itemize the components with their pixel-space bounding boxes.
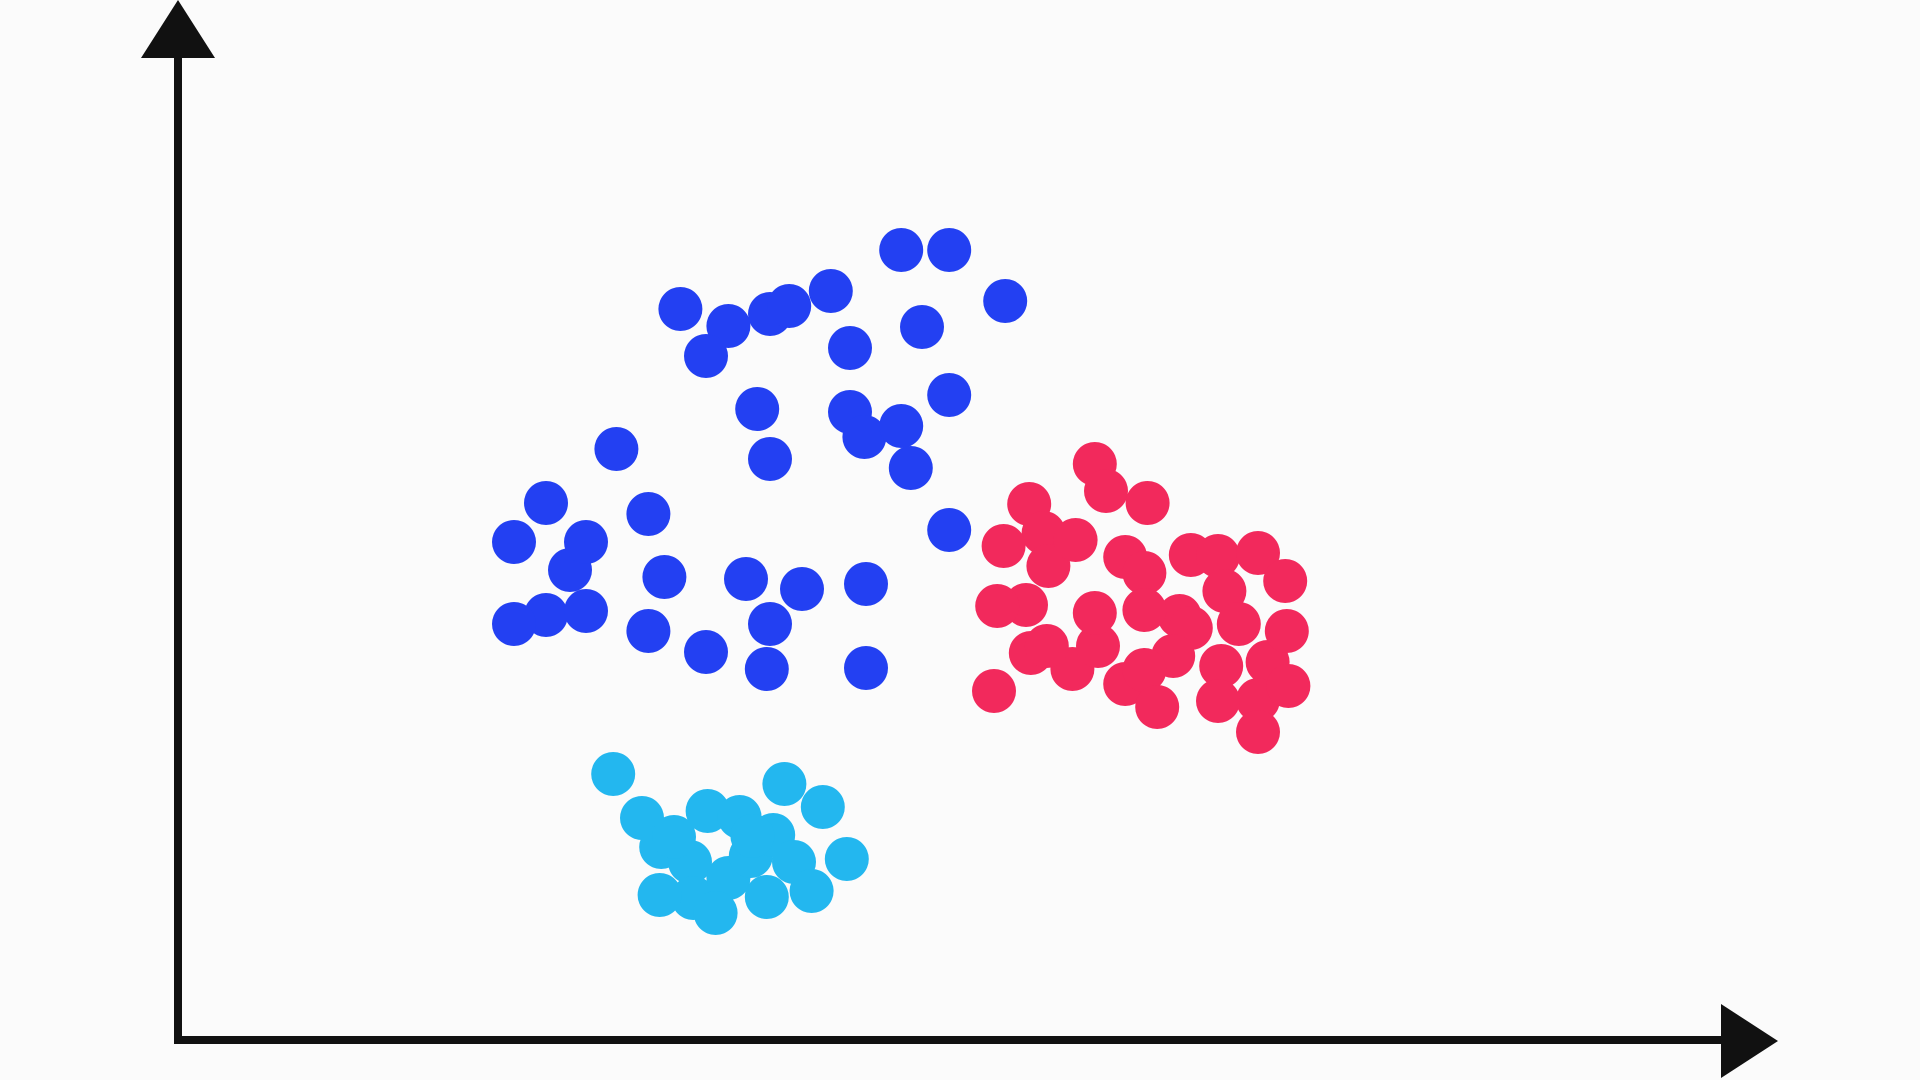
data-point (1196, 534, 1240, 578)
data-point (879, 228, 924, 272)
series-2 (972, 442, 1311, 754)
data-point (844, 646, 888, 690)
data-point (744, 875, 789, 919)
data-point (1199, 644, 1244, 688)
data-point (1053, 518, 1098, 562)
data-point (626, 492, 671, 536)
data-point (1135, 685, 1180, 729)
data-point (975, 584, 1020, 628)
data-point (1122, 648, 1167, 692)
data-point (972, 669, 1016, 713)
data-point (744, 647, 789, 691)
data-point (1122, 588, 1167, 632)
data-point (844, 562, 888, 606)
data-point (767, 284, 812, 328)
data-point (824, 837, 869, 881)
data-point (800, 785, 845, 829)
data-point (748, 602, 792, 646)
data-point (626, 609, 671, 653)
data-point (789, 869, 834, 913)
data-point (780, 567, 824, 611)
axes (141, 0, 1778, 1078)
data-point (693, 891, 738, 935)
data-point (828, 326, 872, 370)
data-point (652, 815, 696, 859)
data-point (1125, 481, 1170, 525)
data-point (724, 557, 768, 601)
data-points (492, 228, 1311, 935)
data-point (1024, 624, 1069, 668)
data-point (492, 520, 536, 564)
data-point (642, 555, 687, 599)
data-point (808, 269, 853, 313)
series-1 (492, 228, 1028, 691)
data-point (1122, 551, 1167, 595)
data-point (564, 589, 608, 633)
data-point (1196, 679, 1240, 723)
y-axis-arrowhead (141, 0, 215, 58)
data-point (1084, 469, 1128, 513)
data-point (684, 630, 728, 674)
data-point (591, 752, 636, 796)
data-point (1072, 591, 1117, 635)
data-point (1076, 624, 1120, 668)
data-point (594, 427, 639, 471)
data-point (762, 762, 807, 806)
data-point (927, 508, 972, 552)
data-point (1266, 664, 1311, 708)
data-point (1202, 569, 1247, 613)
data-point (706, 304, 751, 348)
data-point (1216, 602, 1261, 646)
data-point (735, 387, 780, 431)
data-point (1264, 609, 1309, 653)
data-point (983, 279, 1028, 323)
data-point (1236, 531, 1280, 575)
data-point (1026, 544, 1071, 588)
series-3 (591, 752, 869, 935)
data-point (730, 814, 775, 858)
data-point (879, 404, 924, 448)
data-point (1263, 559, 1308, 603)
data-point (748, 437, 792, 481)
data-point (492, 602, 536, 646)
data-point (524, 481, 568, 525)
data-point (900, 305, 944, 349)
data-point (927, 228, 972, 272)
data-point (1236, 710, 1280, 754)
data-point (981, 524, 1026, 568)
data-point (658, 287, 703, 331)
data-point (842, 415, 887, 459)
data-point (927, 373, 972, 417)
data-point (684, 334, 728, 378)
data-point (564, 520, 608, 564)
x-axis-arrowhead (1721, 1004, 1778, 1078)
data-point (888, 446, 933, 490)
data-point (637, 873, 682, 917)
